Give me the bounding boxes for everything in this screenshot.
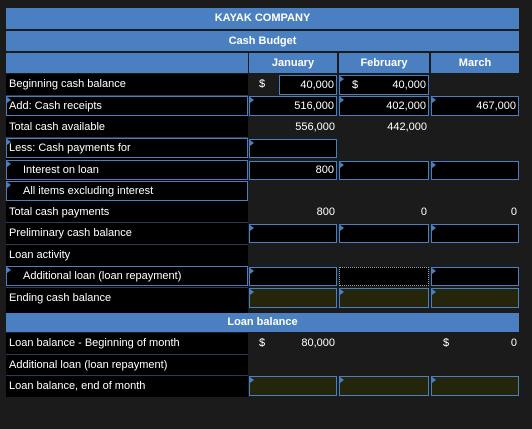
feb-total-available: 442,000 — [387, 121, 427, 133]
input-marker-icon — [432, 97, 436, 103]
label-loan-begin: Loan balance - Beginning of month — [9, 337, 180, 349]
mar-interest-input[interactable] — [431, 161, 519, 180]
loan-balance-title: Loan balance — [227, 316, 298, 328]
mar-loan-end-input[interactable] — [431, 376, 519, 396]
input-marker-icon — [432, 377, 436, 383]
month-header-february: February — [339, 53, 429, 73]
row-separator — [6, 287, 248, 288]
row-separator — [6, 244, 248, 245]
dollar-sign: $ — [259, 337, 266, 349]
label-cash-receipts: Add: Cash receipts — [9, 100, 102, 112]
input-marker-icon — [250, 225, 254, 231]
input-marker-icon — [432, 162, 436, 168]
feb-begin-input[interactable]: $ 40,000 — [339, 75, 429, 95]
jan-total-available: 556,000 — [295, 121, 335, 133]
input-marker-icon — [250, 140, 254, 146]
label-loan-additional: Additional loan (loan repayment) — [9, 359, 168, 371]
interest-label-box[interactable]: Interest on loan — [6, 160, 248, 180]
input-marker-icon — [432, 225, 436, 231]
input-marker-icon — [340, 76, 344, 82]
input-marker-icon — [7, 97, 11, 103]
label-interest-on-loan: Interest on loan — [23, 164, 99, 176]
jan-total-payments: 800 — [316, 206, 335, 218]
input-marker-icon — [7, 182, 11, 188]
mar-loan-begin: 0 — [510, 337, 517, 349]
label-ending-cash: Ending cash balance — [9, 292, 112, 304]
label-all-items: All items excluding interest — [23, 185, 154, 197]
input-marker-icon — [340, 289, 344, 295]
additional-loan-label-box[interactable]: Additional loan (loan repayment) — [6, 266, 248, 286]
feb-ending-cash-input[interactable] — [339, 288, 429, 308]
row-separator — [6, 222, 248, 223]
input-marker-icon — [250, 268, 254, 274]
feb-total-payments: 0 — [420, 206, 427, 218]
feb-additional-loan-input[interactable] — [339, 267, 429, 286]
loan-label-column — [6, 333, 248, 397]
row-separator — [6, 375, 248, 376]
row-separator — [6, 95, 248, 96]
dollar-sign: $ — [443, 337, 450, 349]
input-marker-icon — [432, 268, 436, 274]
label-total-cash-available: Total cash available — [9, 121, 106, 133]
jan-additional-loan-input[interactable] — [249, 267, 337, 286]
title-bar: KAYAK COMPANY — [6, 8, 519, 29]
label-total-payments: Total cash payments — [9, 206, 110, 218]
jan-receipts-input[interactable]: 516,000 — [249, 96, 337, 116]
input-marker-icon — [250, 377, 254, 383]
loan-balance-header: Loan balance — [6, 313, 519, 332]
jan-begin-input[interactable]: 40,000 — [279, 75, 337, 95]
dollar-sign: $ — [352, 79, 359, 91]
input-marker-icon — [7, 267, 11, 273]
input-marker-icon — [340, 225, 344, 231]
month-header-january: January — [249, 53, 337, 73]
label-loan-end: Loan balance, end of month — [9, 380, 146, 392]
mar-ending-cash-input[interactable] — [431, 288, 519, 308]
header-spacer — [6, 53, 248, 73]
dollar-sign: $ — [259, 78, 266, 90]
row-separator — [6, 137, 248, 138]
month-header-march: March — [431, 53, 519, 73]
jan-interest-value: 800 — [315, 164, 334, 176]
mar-total-payments: 0 — [510, 206, 517, 218]
input-marker-icon — [250, 289, 254, 295]
input-marker-icon — [340, 97, 344, 103]
all-items-label-box[interactable]: All items excluding interest — [6, 181, 248, 201]
budget-subtitle: Cash Budget — [228, 35, 297, 47]
jan-interest-input[interactable]: 800 — [249, 161, 337, 180]
feb-receipts-value: 402,000 — [386, 100, 426, 112]
feb-begin-value: 40,000 — [392, 79, 426, 91]
feb-receipts-input[interactable]: 402,000 — [339, 96, 429, 116]
input-marker-icon — [340, 377, 344, 383]
mar-preliminary-input[interactable] — [431, 224, 519, 243]
feb-interest-input[interactable] — [339, 161, 429, 180]
jan-preliminary-input[interactable] — [249, 224, 337, 243]
label-preliminary: Preliminary cash balance — [9, 227, 132, 239]
jan-less-input[interactable] — [249, 139, 337, 158]
company-title: KAYAK COMPANY — [214, 12, 311, 24]
mar-additional-loan-input[interactable] — [431, 267, 519, 286]
row-separator — [6, 354, 248, 355]
mar-receipts-input[interactable]: 467,000 — [431, 96, 519, 116]
input-marker-icon — [250, 97, 254, 103]
input-marker-icon — [7, 161, 11, 167]
jan-begin-value: 40,000 — [300, 79, 334, 91]
input-marker-icon — [432, 289, 436, 295]
less-payments-label-box[interactable]: Less: Cash payments for — [6, 138, 248, 158]
label-additional-loan: Additional loan (loan repayment) — [23, 270, 182, 282]
jan-loan-begin: 80,000 — [301, 337, 335, 349]
jan-loan-end-input[interactable] — [249, 376, 337, 396]
jan-receipts-value: 516,000 — [294, 100, 334, 112]
mar-receipts-value: 467,000 — [476, 100, 516, 112]
label-less-payments: Less: Cash payments for — [9, 142, 131, 154]
subtitle-bar: Cash Budget — [6, 31, 519, 51]
feb-loan-end-input[interactable] — [339, 376, 429, 396]
input-marker-icon — [7, 139, 11, 145]
label-loan-activity: Loan activity — [9, 249, 71, 261]
input-marker-icon — [340, 162, 344, 168]
cash-receipts-label-box[interactable]: Add: Cash receipts — [6, 96, 248, 116]
jan-ending-cash-input[interactable] — [249, 288, 337, 308]
feb-preliminary-input[interactable] — [339, 224, 429, 243]
label-beginning-cash: Beginning cash balance — [9, 78, 126, 90]
